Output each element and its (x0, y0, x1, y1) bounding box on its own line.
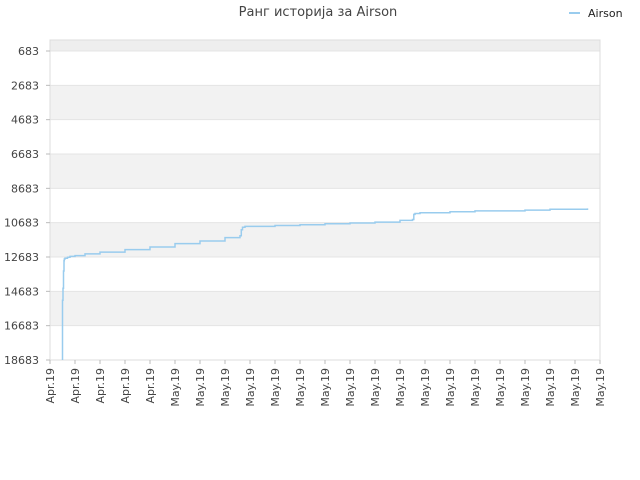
x-tick-label: May.19 (369, 368, 382, 407)
x-tick-label: May.19 (344, 368, 357, 407)
series-line-airson (61, 208, 589, 360)
x-tick-label: May.19 (594, 368, 607, 407)
x-tick-label: May.19 (194, 368, 207, 407)
chart-title: Ранг историја за Airson (239, 5, 398, 20)
plot-band (50, 222, 600, 257)
plot-bands (50, 40, 600, 326)
x-tick-label: May.19 (294, 368, 307, 407)
plot-band (50, 154, 600, 189)
x-tick-label: May.19 (244, 368, 257, 407)
x-tick-label: Apr.19 (144, 368, 157, 404)
x-tick-label: May.19 (469, 368, 482, 407)
x-tick-label: May.19 (519, 368, 532, 407)
x-tick-label: May.19 (494, 368, 507, 407)
y-tick-label: 4683 (11, 114, 39, 127)
y-tick-label: 16683 (4, 320, 39, 333)
x-tick-label: May.19 (544, 368, 557, 407)
x-tick-label: May.19 (394, 368, 407, 407)
x-tick-label: Apr.19 (119, 368, 132, 404)
x-tick-label: May.19 (419, 368, 432, 407)
y-tick-label: 10683 (4, 217, 39, 230)
y-tick-label: 8683 (11, 182, 39, 195)
y-tick-label: 12683 (4, 251, 39, 264)
series-layer (61, 208, 589, 360)
x-tick-label: May.19 (269, 368, 282, 407)
y-axis: 683 2683 4683 6683 8683 10683 12683 14683 16683 1… (4, 45, 50, 367)
y-tick-label: 2683 (11, 79, 39, 92)
y-tick-label: 14683 (4, 285, 39, 298)
x-axis: Apr.19 Apr.19 Apr.19 Apr.19 Apr.19 May.19 May.… (44, 360, 607, 407)
legend-label-airson: Airson (588, 7, 623, 20)
plot-band (50, 291, 600, 326)
x-tick-label: Apr.19 (69, 368, 82, 404)
x-tick-label: May.19 (169, 368, 182, 407)
y-tick-label: 6683 (11, 148, 39, 161)
x-tick-label: May.19 (444, 368, 457, 407)
x-tick-label: May.19 (319, 368, 332, 407)
x-tick-label: May.19 (569, 368, 582, 407)
plot-band-top (50, 40, 600, 51)
plot-band (50, 85, 600, 120)
y-tick-label: 683 (18, 45, 39, 58)
x-tick-label: May.19 (219, 368, 232, 407)
x-tick-label: Apr.19 (94, 368, 107, 404)
x-tick-label: Apr.19 (44, 368, 57, 404)
legend: Airson (569, 7, 623, 20)
y-tick-label: 18683 (4, 354, 39, 367)
